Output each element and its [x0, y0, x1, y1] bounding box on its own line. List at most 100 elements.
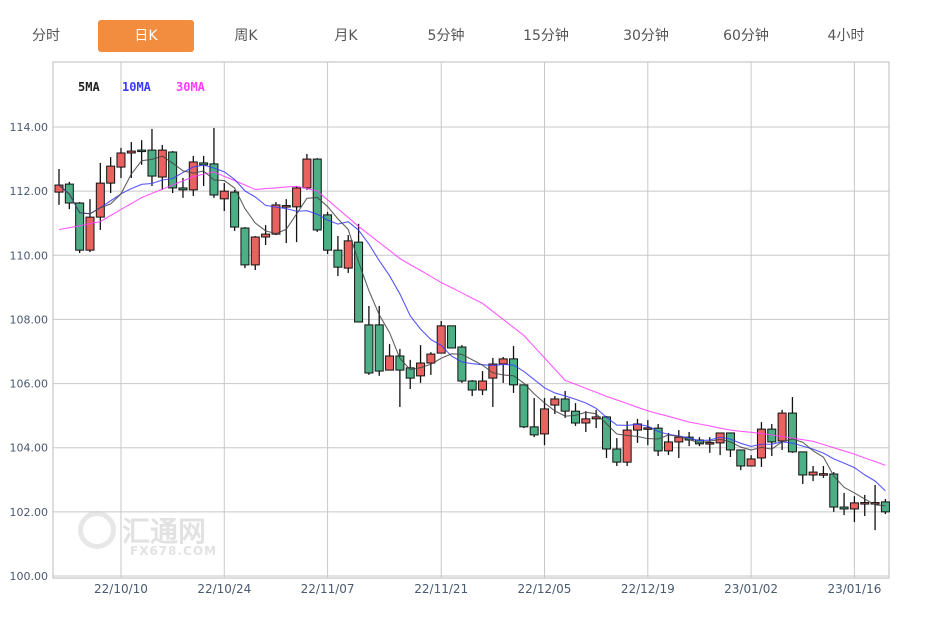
candle: [168, 151, 178, 194]
candle-body: [436, 325, 446, 354]
plot-frame: [52, 61, 890, 579]
candle-body: [168, 151, 178, 189]
watermark-logo: 汇通网 FX678.COM: [78, 510, 216, 558]
candle: [777, 409, 787, 450]
candle: [354, 223, 364, 323]
candle-body: [178, 187, 188, 191]
candle-body: [416, 362, 426, 377]
x-tick-label: 23/01/16: [827, 582, 881, 596]
candle-body: [281, 205, 291, 208]
candle-body: [798, 451, 808, 476]
candle: [64, 181, 74, 210]
candle-body: [447, 325, 457, 349]
candle: [75, 202, 85, 254]
candle-body: [467, 380, 477, 391]
candle-body: [746, 458, 756, 467]
tab-9[interactable]: 4小时: [827, 28, 865, 44]
y-tick-label: 112.00: [10, 185, 49, 198]
candle-body: [230, 191, 240, 228]
candle-body: [612, 448, 622, 463]
candle-body: [157, 149, 167, 178]
candle-body: [870, 502, 880, 505]
tab-8[interactable]: 60分钟: [723, 28, 769, 44]
tab-5[interactable]: 5分钟: [427, 28, 465, 44]
y-tick-label: 110.00: [10, 249, 49, 262]
candle-body: [323, 214, 333, 251]
candle: [95, 162, 105, 230]
candle: [302, 153, 312, 190]
candle-body: [426, 353, 436, 364]
candle: [467, 380, 477, 397]
candle: [436, 321, 446, 354]
candle-body: [374, 324, 384, 372]
tab-7[interactable]: 30分钟: [623, 28, 669, 44]
period-tabs: 分时 日K 周K 月K 5分钟 15分钟 30分钟 60分钟 4小时: [0, 20, 929, 52]
candle: [261, 225, 271, 246]
candle-body: [364, 324, 374, 374]
candle-body: [581, 418, 591, 424]
candle: [622, 421, 632, 466]
candle-body: [705, 442, 715, 445]
candle: [632, 418, 642, 443]
candle: [343, 235, 353, 273]
candle: [612, 438, 622, 466]
tab-1[interactable]: 分时: [32, 28, 60, 44]
candle-body: [529, 426, 539, 436]
candle: [818, 465, 828, 478]
x-tick-label: 22/12/05: [518, 582, 572, 596]
tab-2[interactable]: 日K: [98, 20, 194, 52]
candle: [870, 484, 880, 531]
candle-body: [106, 165, 116, 184]
candle-body: [147, 149, 157, 177]
candle: [478, 371, 488, 396]
candle-body: [756, 428, 766, 459]
candle: [519, 384, 529, 429]
candle-body: [560, 398, 570, 412]
candle-body: [126, 150, 136, 154]
candle-body: [488, 363, 498, 379]
candle: [230, 189, 240, 231]
y-tick-label: 102.00: [10, 506, 49, 519]
candle-body: [674, 436, 684, 443]
candle: [540, 398, 550, 446]
candle: [839, 492, 849, 516]
candle: [106, 157, 116, 194]
candle-body: [85, 216, 95, 251]
candle-body: [219, 190, 229, 200]
candle-body: [849, 502, 859, 510]
candle: [157, 144, 167, 190]
x-tick-label: 22/12/19: [621, 582, 675, 596]
x-tick-label: 22/10/24: [197, 582, 251, 596]
candle-body: [54, 184, 64, 193]
candle-body: [818, 473, 828, 476]
candle: [147, 128, 157, 187]
candle-body: [663, 441, 673, 452]
candle: [736, 449, 746, 471]
candle: [447, 325, 457, 349]
candle: [416, 345, 426, 383]
y-tick-label: 108.00: [10, 313, 49, 326]
ma10-line: [58, 164, 886, 492]
candle: [715, 432, 725, 456]
candle-body: [333, 249, 343, 268]
candle-body: [405, 367, 415, 379]
candle-body: [343, 240, 353, 269]
candle: [663, 432, 673, 456]
tab-6[interactable]: 15分钟: [523, 28, 569, 44]
candle-body: [261, 233, 271, 238]
candle: [498, 356, 508, 383]
candle: [746, 455, 756, 467]
legend-5ma: 5MA: [78, 80, 100, 94]
candle: [333, 236, 343, 277]
candle: [85, 199, 95, 253]
candle-body: [498, 358, 508, 365]
tab-4[interactable]: 月K: [334, 28, 358, 44]
candle-body: [519, 384, 529, 428]
tab-3[interactable]: 周K: [234, 28, 258, 44]
candle: [219, 183, 229, 212]
candle: [601, 415, 611, 458]
candle: [787, 397, 797, 453]
candle-body: [787, 412, 797, 453]
candle-body: [777, 412, 787, 442]
